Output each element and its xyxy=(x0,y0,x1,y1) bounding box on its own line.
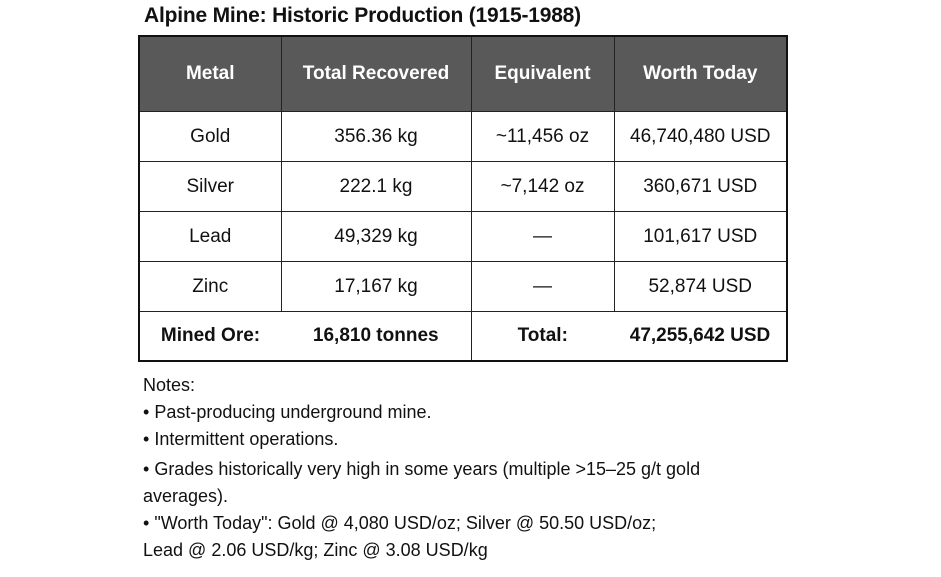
header-worth-today: Worth Today xyxy=(613,35,788,112)
table-header-row: Metal Total Recovered Equivalent Worth T… xyxy=(138,35,788,112)
table-footer-row: Mined Ore: 16,810 tonnes Total: 47,255,6… xyxy=(138,311,788,362)
header-total-recovered: Total Recovered xyxy=(280,35,472,112)
mined-ore-label: Mined Ore: xyxy=(138,311,281,362)
total-label: Total: xyxy=(471,311,614,362)
cell-metal: Zinc xyxy=(138,261,282,312)
table-row: Gold 356.36 kg ~11,456 oz 46,740,480 USD xyxy=(138,111,788,162)
cell-metal: Lead xyxy=(138,211,282,262)
page-title: Alpine Mine: Historic Production (1915-1… xyxy=(144,4,581,27)
note-item: "Worth Today": Gold @ 4,080 USD/oz; Silv… xyxy=(143,510,783,537)
note-item: Intermittent operations. xyxy=(143,426,783,453)
cell-worth: 101,617 USD xyxy=(613,211,788,262)
header-equivalent: Equivalent xyxy=(470,35,615,112)
note-item: Grades historically very high in some ye… xyxy=(143,456,783,483)
header-metal: Metal xyxy=(138,35,282,112)
note-item-continuation: Lead @ 2.06 USD/kg; Zinc @ 3.08 USD/kg xyxy=(143,540,488,560)
note-item-continuation: averages). xyxy=(143,486,229,506)
cell-worth: 360,671 USD xyxy=(613,161,788,212)
cell-metal: Silver xyxy=(138,161,282,212)
cell-recovered: 356.36 kg xyxy=(280,111,472,162)
cell-recovered: 17,167 kg xyxy=(280,261,472,312)
cell-equivalent: ~7,142 oz xyxy=(470,161,615,212)
cell-equivalent: — xyxy=(470,261,615,312)
cell-recovered: 49,329 kg xyxy=(280,211,472,262)
cell-recovered: 222.1 kg xyxy=(280,161,472,212)
note-item: Past-producing underground mine. xyxy=(143,399,783,426)
table-row: Silver 222.1 kg ~7,142 oz 360,671 USD xyxy=(138,161,788,212)
cell-equivalent: ~11,456 oz xyxy=(470,111,615,162)
mined-ore-value: 16,810 tonnes xyxy=(281,311,472,362)
table-row: Zinc 17,167 kg — 52,874 USD xyxy=(138,261,788,312)
cell-equivalent: — xyxy=(470,211,615,262)
production-table: Metal Total Recovered Equivalent Worth T… xyxy=(138,35,788,362)
cell-worth: 52,874 USD xyxy=(613,261,788,312)
notes-heading: Notes: xyxy=(143,375,196,395)
table-row: Lead 49,329 kg — 101,617 USD xyxy=(138,211,788,262)
cell-worth: 46,740,480 USD xyxy=(613,111,788,162)
cell-metal: Gold xyxy=(138,111,282,162)
notes-section: Notes: Past-producing underground mine. … xyxy=(143,372,783,564)
total-value: 47,255,642 USD xyxy=(614,311,788,362)
